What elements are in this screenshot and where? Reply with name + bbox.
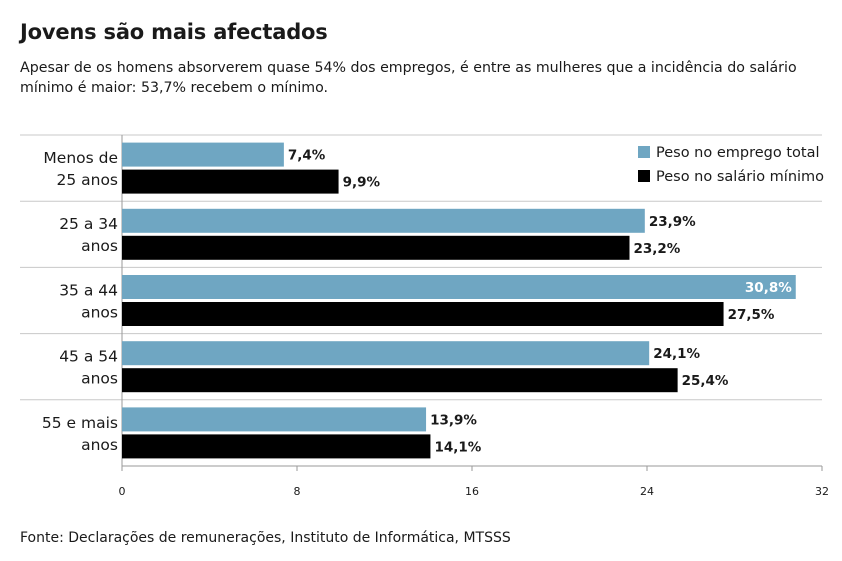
bar bbox=[122, 407, 427, 432]
category-label: Menos de bbox=[43, 149, 118, 167]
data-label: 23,9% bbox=[649, 214, 696, 230]
data-label: 13,9% bbox=[430, 412, 477, 428]
category-label: anos bbox=[81, 303, 118, 321]
bar bbox=[122, 208, 645, 233]
bar bbox=[122, 302, 724, 326]
chart-title: Jovens são mais afectados bbox=[20, 20, 328, 44]
data-label: 23,2% bbox=[634, 241, 681, 257]
category-label: 35 a 44 bbox=[59, 281, 118, 299]
x-tick-label: 16 bbox=[465, 485, 479, 498]
category-label: anos bbox=[81, 436, 118, 454]
category-label: 25 a 34 bbox=[59, 215, 118, 233]
bar bbox=[122, 434, 431, 459]
x-tick-label: 32 bbox=[815, 485, 829, 498]
category-label: 55 e mais bbox=[42, 414, 118, 432]
bar bbox=[122, 275, 796, 299]
data-label: 14,1% bbox=[434, 439, 481, 455]
bar bbox=[122, 169, 339, 194]
legend-swatch bbox=[638, 146, 650, 158]
bar bbox=[122, 142, 284, 167]
data-label: 27,5% bbox=[728, 307, 775, 323]
x-tick-label: 24 bbox=[640, 485, 654, 498]
source-note: Fonte: Declarações de remunerações, Inst… bbox=[20, 530, 511, 546]
data-label: 7,4% bbox=[288, 148, 326, 164]
chart-subtitle: Apesar de os homens absorverem quase 54%… bbox=[20, 60, 797, 96]
x-tick-label: 8 bbox=[294, 485, 301, 498]
data-label: 24,1% bbox=[653, 346, 700, 362]
bar bbox=[122, 368, 678, 393]
category-label: 25 anos bbox=[56, 171, 118, 189]
category-label: 45 a 54 bbox=[59, 348, 118, 366]
category-label: anos bbox=[81, 370, 118, 388]
legend-label: Peso no salário mínimo bbox=[656, 169, 824, 185]
x-tick-label: 0 bbox=[119, 485, 126, 498]
bar bbox=[122, 235, 630, 260]
legend-label: Peso no emprego total bbox=[656, 145, 820, 161]
data-label: 25,4% bbox=[682, 373, 729, 389]
category-label: anos bbox=[81, 237, 118, 255]
legend-swatch bbox=[638, 170, 650, 182]
data-label: 9,9% bbox=[343, 175, 381, 191]
data-label: 30,8% bbox=[745, 280, 792, 296]
bar bbox=[122, 341, 650, 366]
